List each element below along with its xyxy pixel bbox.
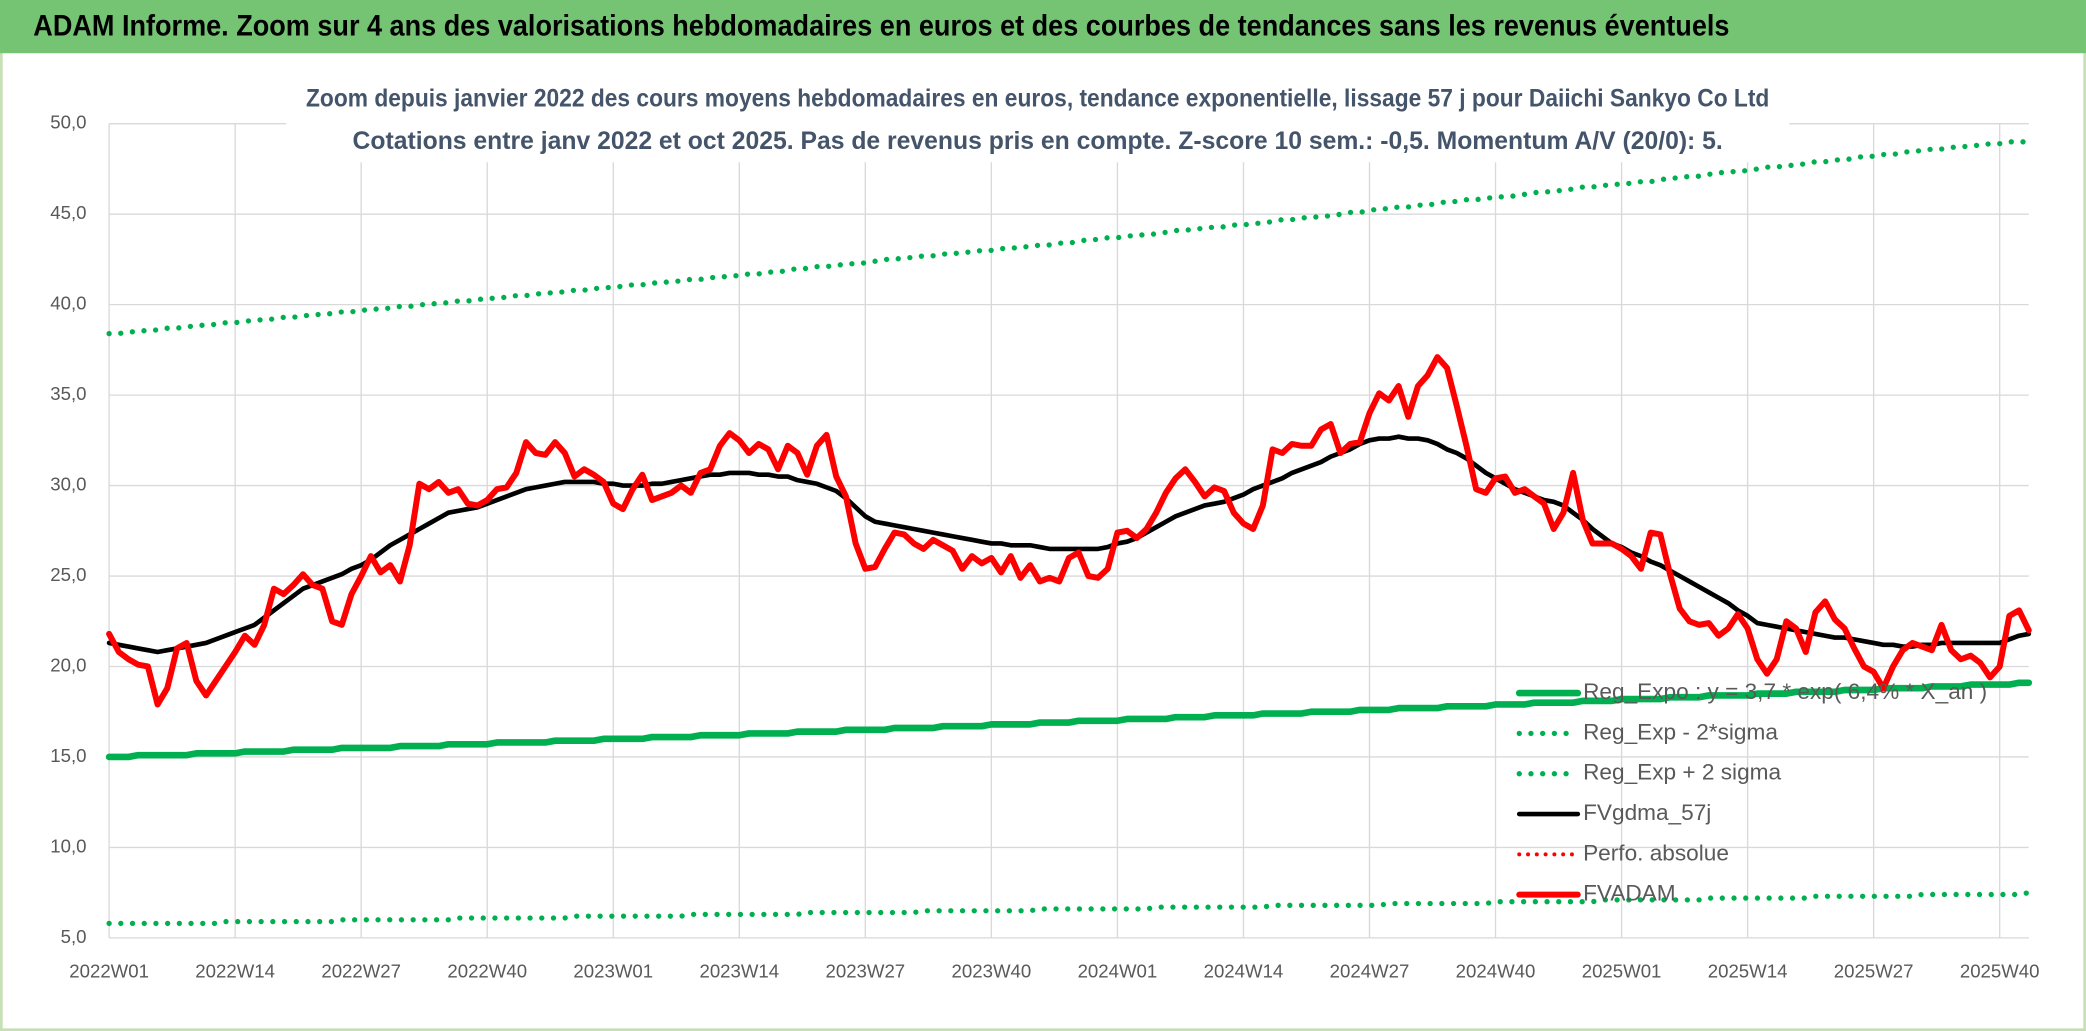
y-tick-label: 45,0 <box>50 202 86 223</box>
x-tick-label: 2024W40 <box>1456 960 1536 981</box>
series-line <box>105 679 2033 761</box>
x-tick-label: 2024W27 <box>1330 960 1410 981</box>
x-tick-label: 2025W40 <box>1960 960 2040 981</box>
x-tick-label: 2022W14 <box>195 960 275 981</box>
y-tick-label: 20,0 <box>50 654 86 675</box>
series-line <box>106 434 2032 655</box>
x-tick-label: 2023W27 <box>826 960 906 981</box>
y-tick-label: 30,0 <box>50 473 86 494</box>
y-tick-label: 5,0 <box>61 926 87 947</box>
legend-label: FVgdma_57j <box>1583 800 1711 825</box>
x-tick-label: 2022W40 <box>447 960 527 981</box>
x-tick-label: 2022W01 <box>69 960 149 981</box>
y-tick-label: 25,0 <box>50 564 86 585</box>
legend-label: Reg_Exp - 2*sigma <box>1583 719 1778 744</box>
legend: Reg_Expo : y = 3,7 * exp( 6,4% * X_an ) R… <box>1515 679 1987 906</box>
x-tick-label: 2025W14 <box>1708 960 1788 981</box>
title-background <box>286 79 1790 163</box>
legend-label: Perfo. absolue <box>1583 840 1729 865</box>
series-line <box>106 354 2032 708</box>
x-tick-label: 2022W27 <box>321 960 401 981</box>
series-line <box>106 139 2032 337</box>
legend-label: Reg_Expo : y = 3,7 * exp( 6,4% * X_an ) <box>1583 679 1987 704</box>
x-tick-label: 2025W27 <box>1834 960 1914 981</box>
x-tick-label: 2023W14 <box>699 960 779 981</box>
y-tick-label: 35,0 <box>50 383 86 404</box>
y-tick-label: 50,0 <box>50 112 86 133</box>
legend-label: Reg_Exp + 2 sigma <box>1583 760 1781 785</box>
y-tick-label: 15,0 <box>50 745 86 766</box>
x-tick-label: 2023W40 <box>952 960 1032 981</box>
x-tick-label: 2023W01 <box>573 960 653 981</box>
chart-title: Zoom depuis janvier 2022 des cours moyen… <box>306 84 1769 112</box>
x-tick-label: 2025W01 <box>1582 960 1662 981</box>
series-line <box>106 889 2032 927</box>
chart-subtitle: Cotations entre janv 2022 et oct 2025. P… <box>353 127 1723 155</box>
x-tick-label: 2024W01 <box>1078 960 1158 981</box>
y-tick-label: 10,0 <box>50 835 86 856</box>
y-tick-label: 40,0 <box>50 293 86 314</box>
plot-area: 5,0 10,0 15,0 20,0 25,0 30,0 35,0 40,0 45,0 50,0 2… <box>50 112 2039 982</box>
header-title: ADAM Informe. Zoom sur 4 ans des valoris… <box>33 11 1729 43</box>
x-tick-label: 2024W14 <box>1204 960 1284 981</box>
header-banner <box>0 0 2086 54</box>
legend-label: FVADAM <box>1583 881 1676 906</box>
